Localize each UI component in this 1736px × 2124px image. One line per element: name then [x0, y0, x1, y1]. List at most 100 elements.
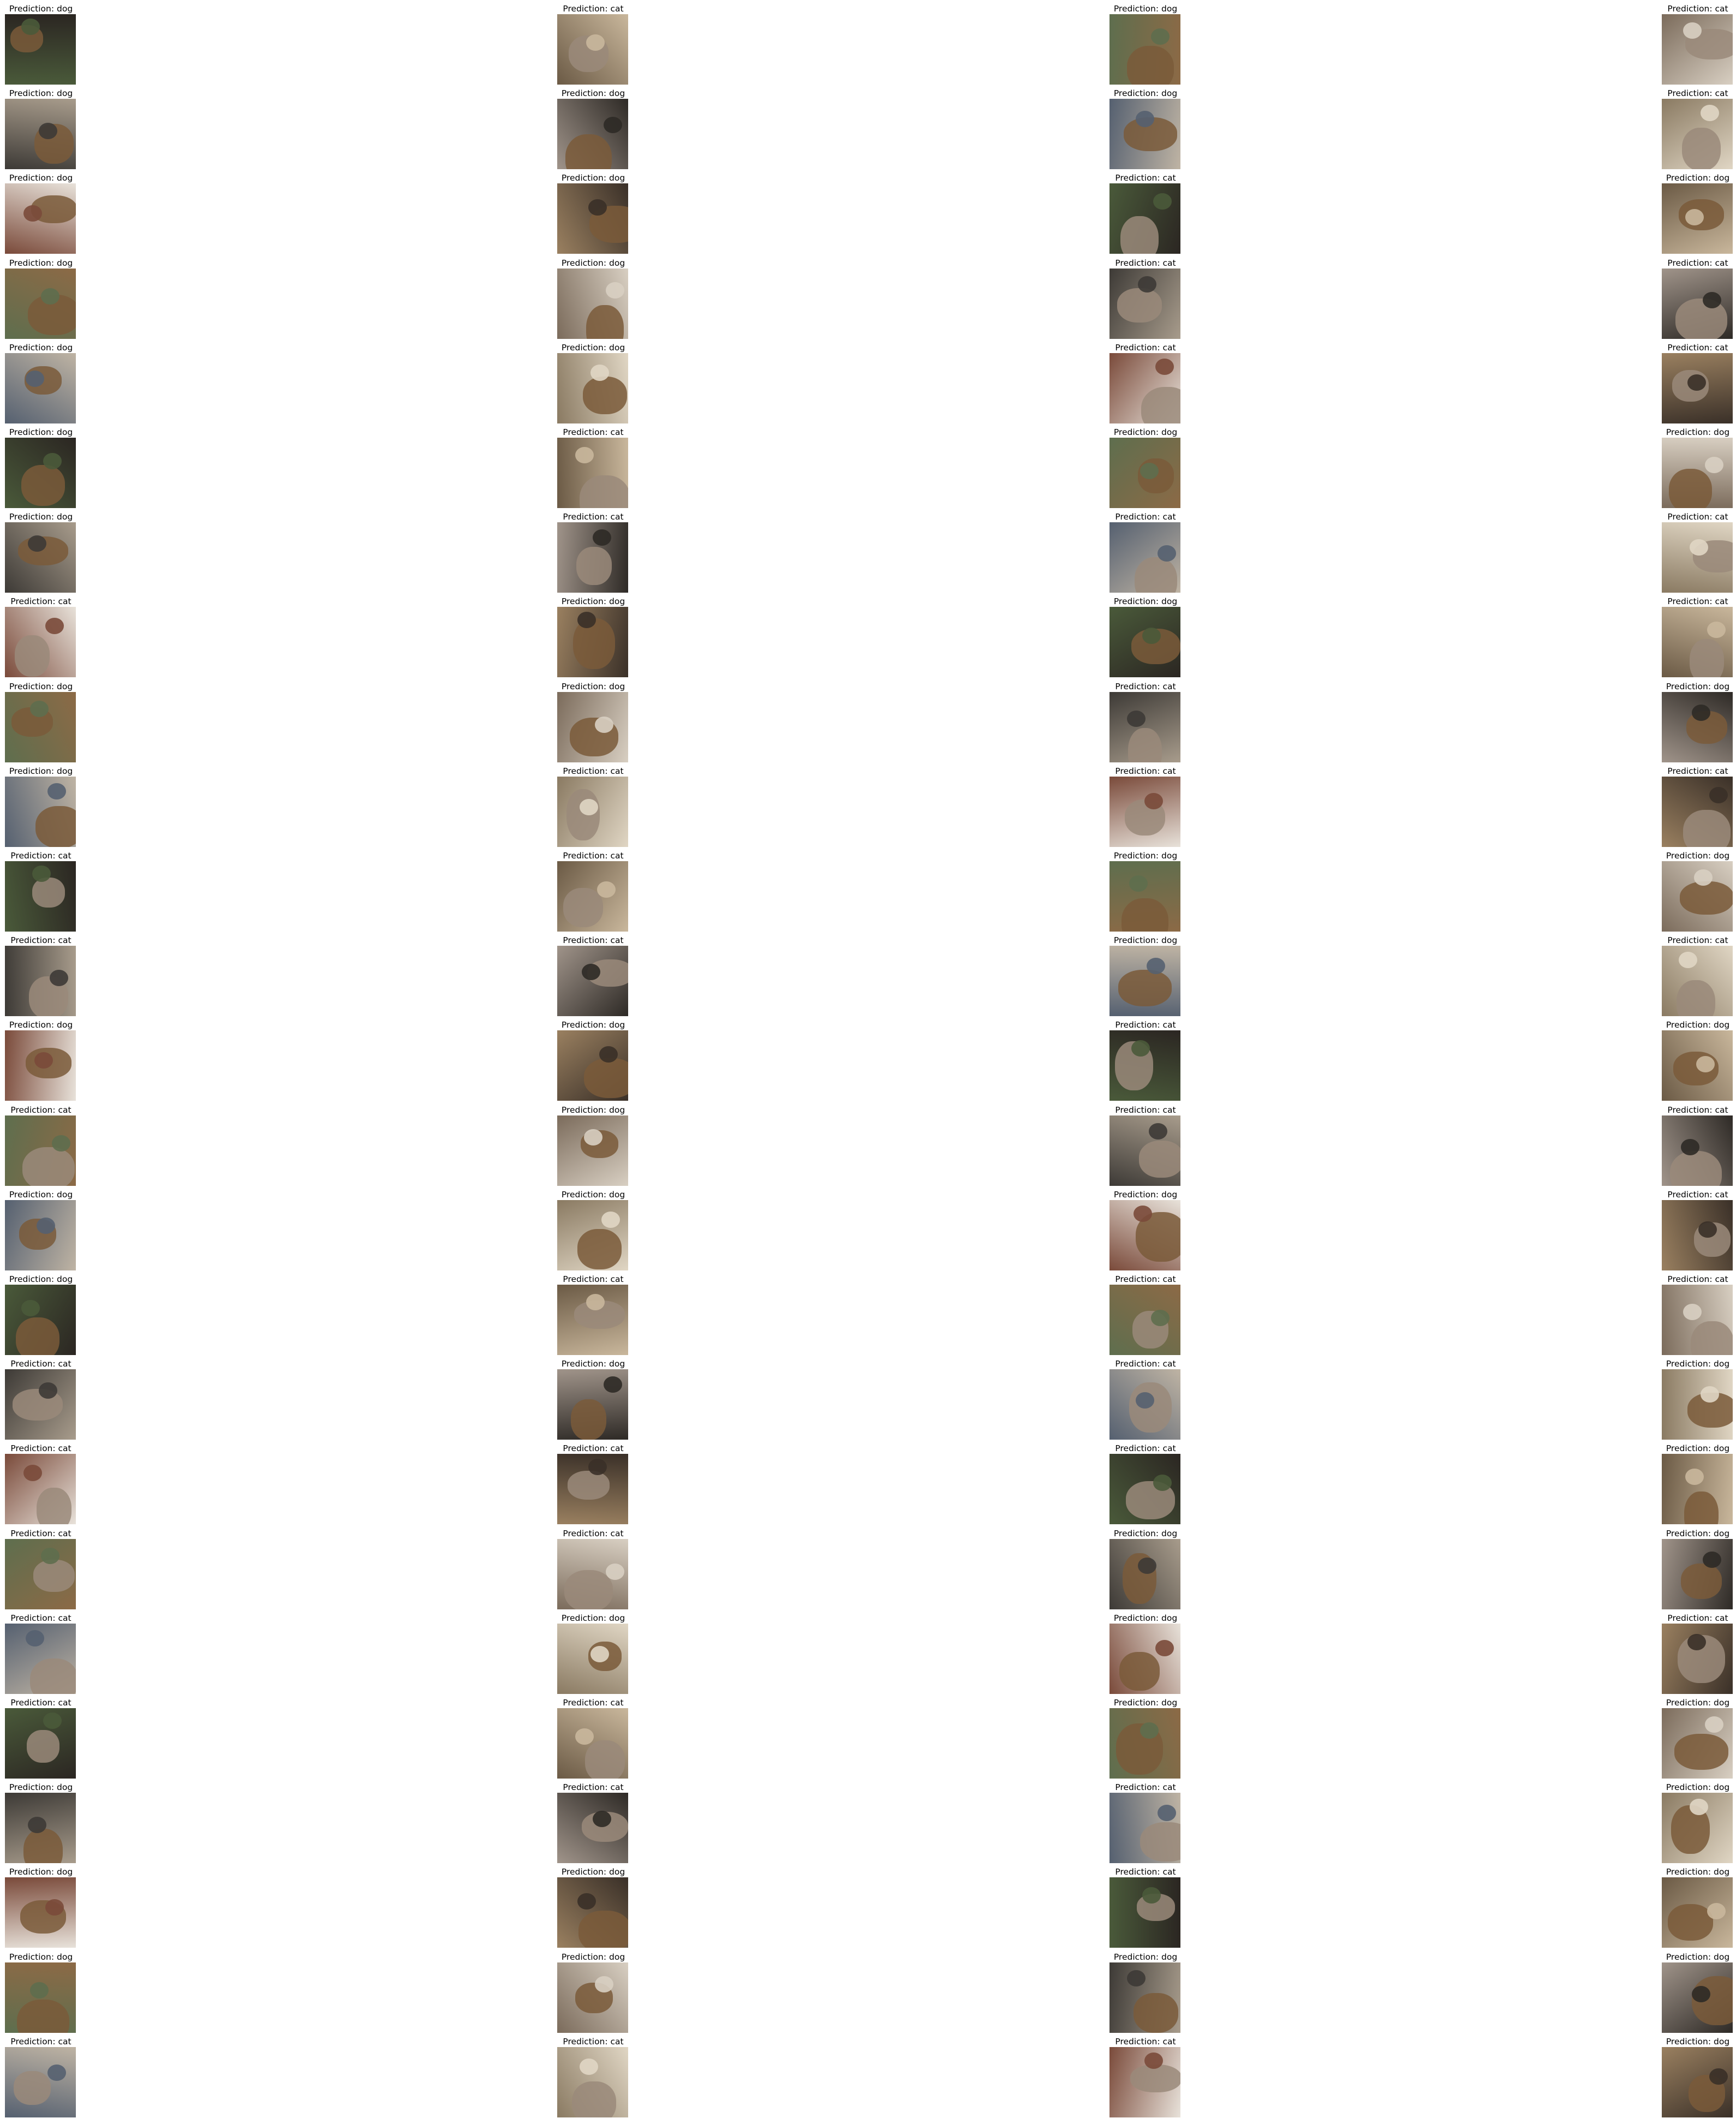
prediction-panel: Prediction: cat — [557, 0, 629, 85]
panel-title: Prediction: dog — [561, 258, 625, 268]
cat-photo — [1109, 1285, 1180, 1355]
cat-photo — [557, 1708, 628, 1779]
cat-photo — [5, 1454, 76, 1525]
panel-title: Prediction: dog — [1113, 88, 1178, 99]
dog-body-shape — [17, 1999, 69, 2033]
cat-body-shape — [32, 878, 65, 908]
prediction-panel: Prediction: dog — [557, 593, 629, 678]
cat-photo — [557, 2047, 628, 2117]
dog-head-shape — [590, 364, 609, 381]
panel-title: Prediction: dog — [561, 1020, 625, 1030]
cat-head-shape — [1679, 952, 1697, 969]
cat-head-shape — [1142, 1887, 1161, 1904]
cat-photo — [5, 946, 76, 1017]
dog-photo — [1109, 99, 1180, 170]
panel-title: Prediction: dog — [1113, 851, 1178, 861]
dog-head-shape — [28, 1817, 46, 1834]
cat-head-shape — [586, 34, 605, 51]
cat-head-shape — [597, 881, 616, 898]
panel-title: Prediction: dog — [1113, 1189, 1178, 1200]
dog-head-shape — [599, 1046, 618, 1063]
dog-head-shape — [606, 282, 624, 299]
cat-head-shape — [1155, 358, 1174, 375]
dog-photo — [1662, 2047, 1733, 2117]
cat-head-shape — [1153, 1475, 1172, 1491]
cat-photo — [1109, 1115, 1180, 1186]
cat-head-shape — [1131, 1040, 1150, 1057]
dog-photo — [557, 1877, 628, 1948]
panel-title: Prediction: cat — [1667, 258, 1728, 268]
cat-photo — [5, 1623, 76, 1694]
panel-title: Prediction: dog — [9, 427, 73, 437]
prediction-panel: Prediction: dog — [557, 339, 629, 423]
panel-title: Prediction: dog — [9, 173, 73, 183]
cat-head-shape — [1138, 276, 1156, 293]
panel-title: Prediction: dog — [1666, 1698, 1730, 1708]
dog-photo — [1662, 1962, 1733, 2033]
dog-body-shape — [584, 1058, 628, 1099]
cat-head-shape — [23, 1465, 42, 1482]
dog-head-shape — [1705, 1716, 1723, 1733]
cat-photo — [1662, 1623, 1733, 1694]
cat-photo — [557, 14, 628, 85]
cat-body-shape — [585, 1740, 625, 1779]
dog-photo — [1662, 1793, 1733, 1864]
prediction-panel: Prediction: cat — [1662, 1186, 1734, 1270]
cat-head-shape — [1144, 792, 1163, 809]
panel-title: Prediction: dog — [9, 4, 73, 14]
panel-title: Prediction: dog — [561, 1952, 625, 1962]
prediction-panel: Prediction: dog — [1662, 1440, 1734, 1525]
panel-title: Prediction: cat — [10, 596, 71, 607]
panel-title: Prediction: cat — [563, 1274, 624, 1284]
prediction-panel: Prediction: dog — [557, 1863, 629, 1948]
cat-body-shape — [30, 1658, 76, 1694]
dog-body-shape — [1119, 1651, 1160, 1691]
dog-head-shape — [588, 199, 607, 216]
dog-photo — [557, 607, 628, 678]
dog-head-shape — [1155, 1639, 1174, 1656]
panel-title: Prediction: dog — [9, 1952, 73, 1962]
panel-title: Prediction: cat — [563, 851, 624, 861]
cat-head-shape — [1158, 545, 1176, 562]
prediction-panel: Prediction: dog — [1109, 423, 1182, 508]
prediction-panel: Prediction: cat — [1662, 85, 1734, 170]
dog-photo — [5, 183, 76, 254]
dog-photo — [5, 438, 76, 508]
dog-head-shape — [47, 783, 66, 800]
panel-title: Prediction: dog — [561, 1189, 625, 1200]
panel-title: Prediction: cat — [1115, 1020, 1176, 1030]
cat-head-shape — [52, 1135, 70, 1152]
cat-head-shape — [1158, 1805, 1176, 1822]
cat-body-shape — [33, 1559, 75, 1592]
cat-head-shape — [1149, 1123, 1167, 1139]
dog-body-shape — [573, 618, 615, 670]
panel-title: Prediction: cat — [563, 4, 624, 14]
dog-body-shape — [1118, 970, 1172, 1007]
dog-head-shape — [21, 1300, 40, 1316]
cat-photo — [5, 1708, 76, 1779]
panel-title: Prediction: dog — [561, 681, 625, 691]
prediction-panel: Prediction: dog — [5, 85, 77, 170]
panel-title: Prediction: dog — [1113, 935, 1178, 946]
dog-body-shape — [1674, 1734, 1728, 1770]
prediction-panel: Prediction: cat — [1109, 508, 1182, 593]
dog-photo — [557, 268, 628, 339]
dog-photo — [5, 353, 76, 423]
cat-photo — [1662, 1115, 1733, 1186]
cat-head-shape — [575, 1728, 594, 1745]
cat-photo — [1109, 1793, 1180, 1864]
prediction-panel: Prediction: cat — [1109, 762, 1182, 847]
cat-photo — [557, 1454, 628, 1525]
cat-photo — [5, 861, 76, 932]
prediction-panel: Prediction: cat — [1662, 593, 1734, 678]
prediction-panel: Prediction: cat — [557, 932, 629, 1017]
dog-head-shape — [1140, 1722, 1159, 1739]
panel-title: Prediction: dog — [9, 1189, 73, 1200]
prediction-panel: Prediction: cat — [5, 1440, 77, 1525]
dog-body-shape — [1684, 1491, 1719, 1525]
dog-photo — [5, 1962, 76, 2033]
prediction-panel: Prediction: cat — [557, 508, 629, 593]
panel-title: Prediction: cat — [1667, 596, 1728, 607]
prediction-panel: Prediction: cat — [5, 1101, 77, 1186]
prediction-panel: Prediction: dog — [1662, 169, 1734, 254]
